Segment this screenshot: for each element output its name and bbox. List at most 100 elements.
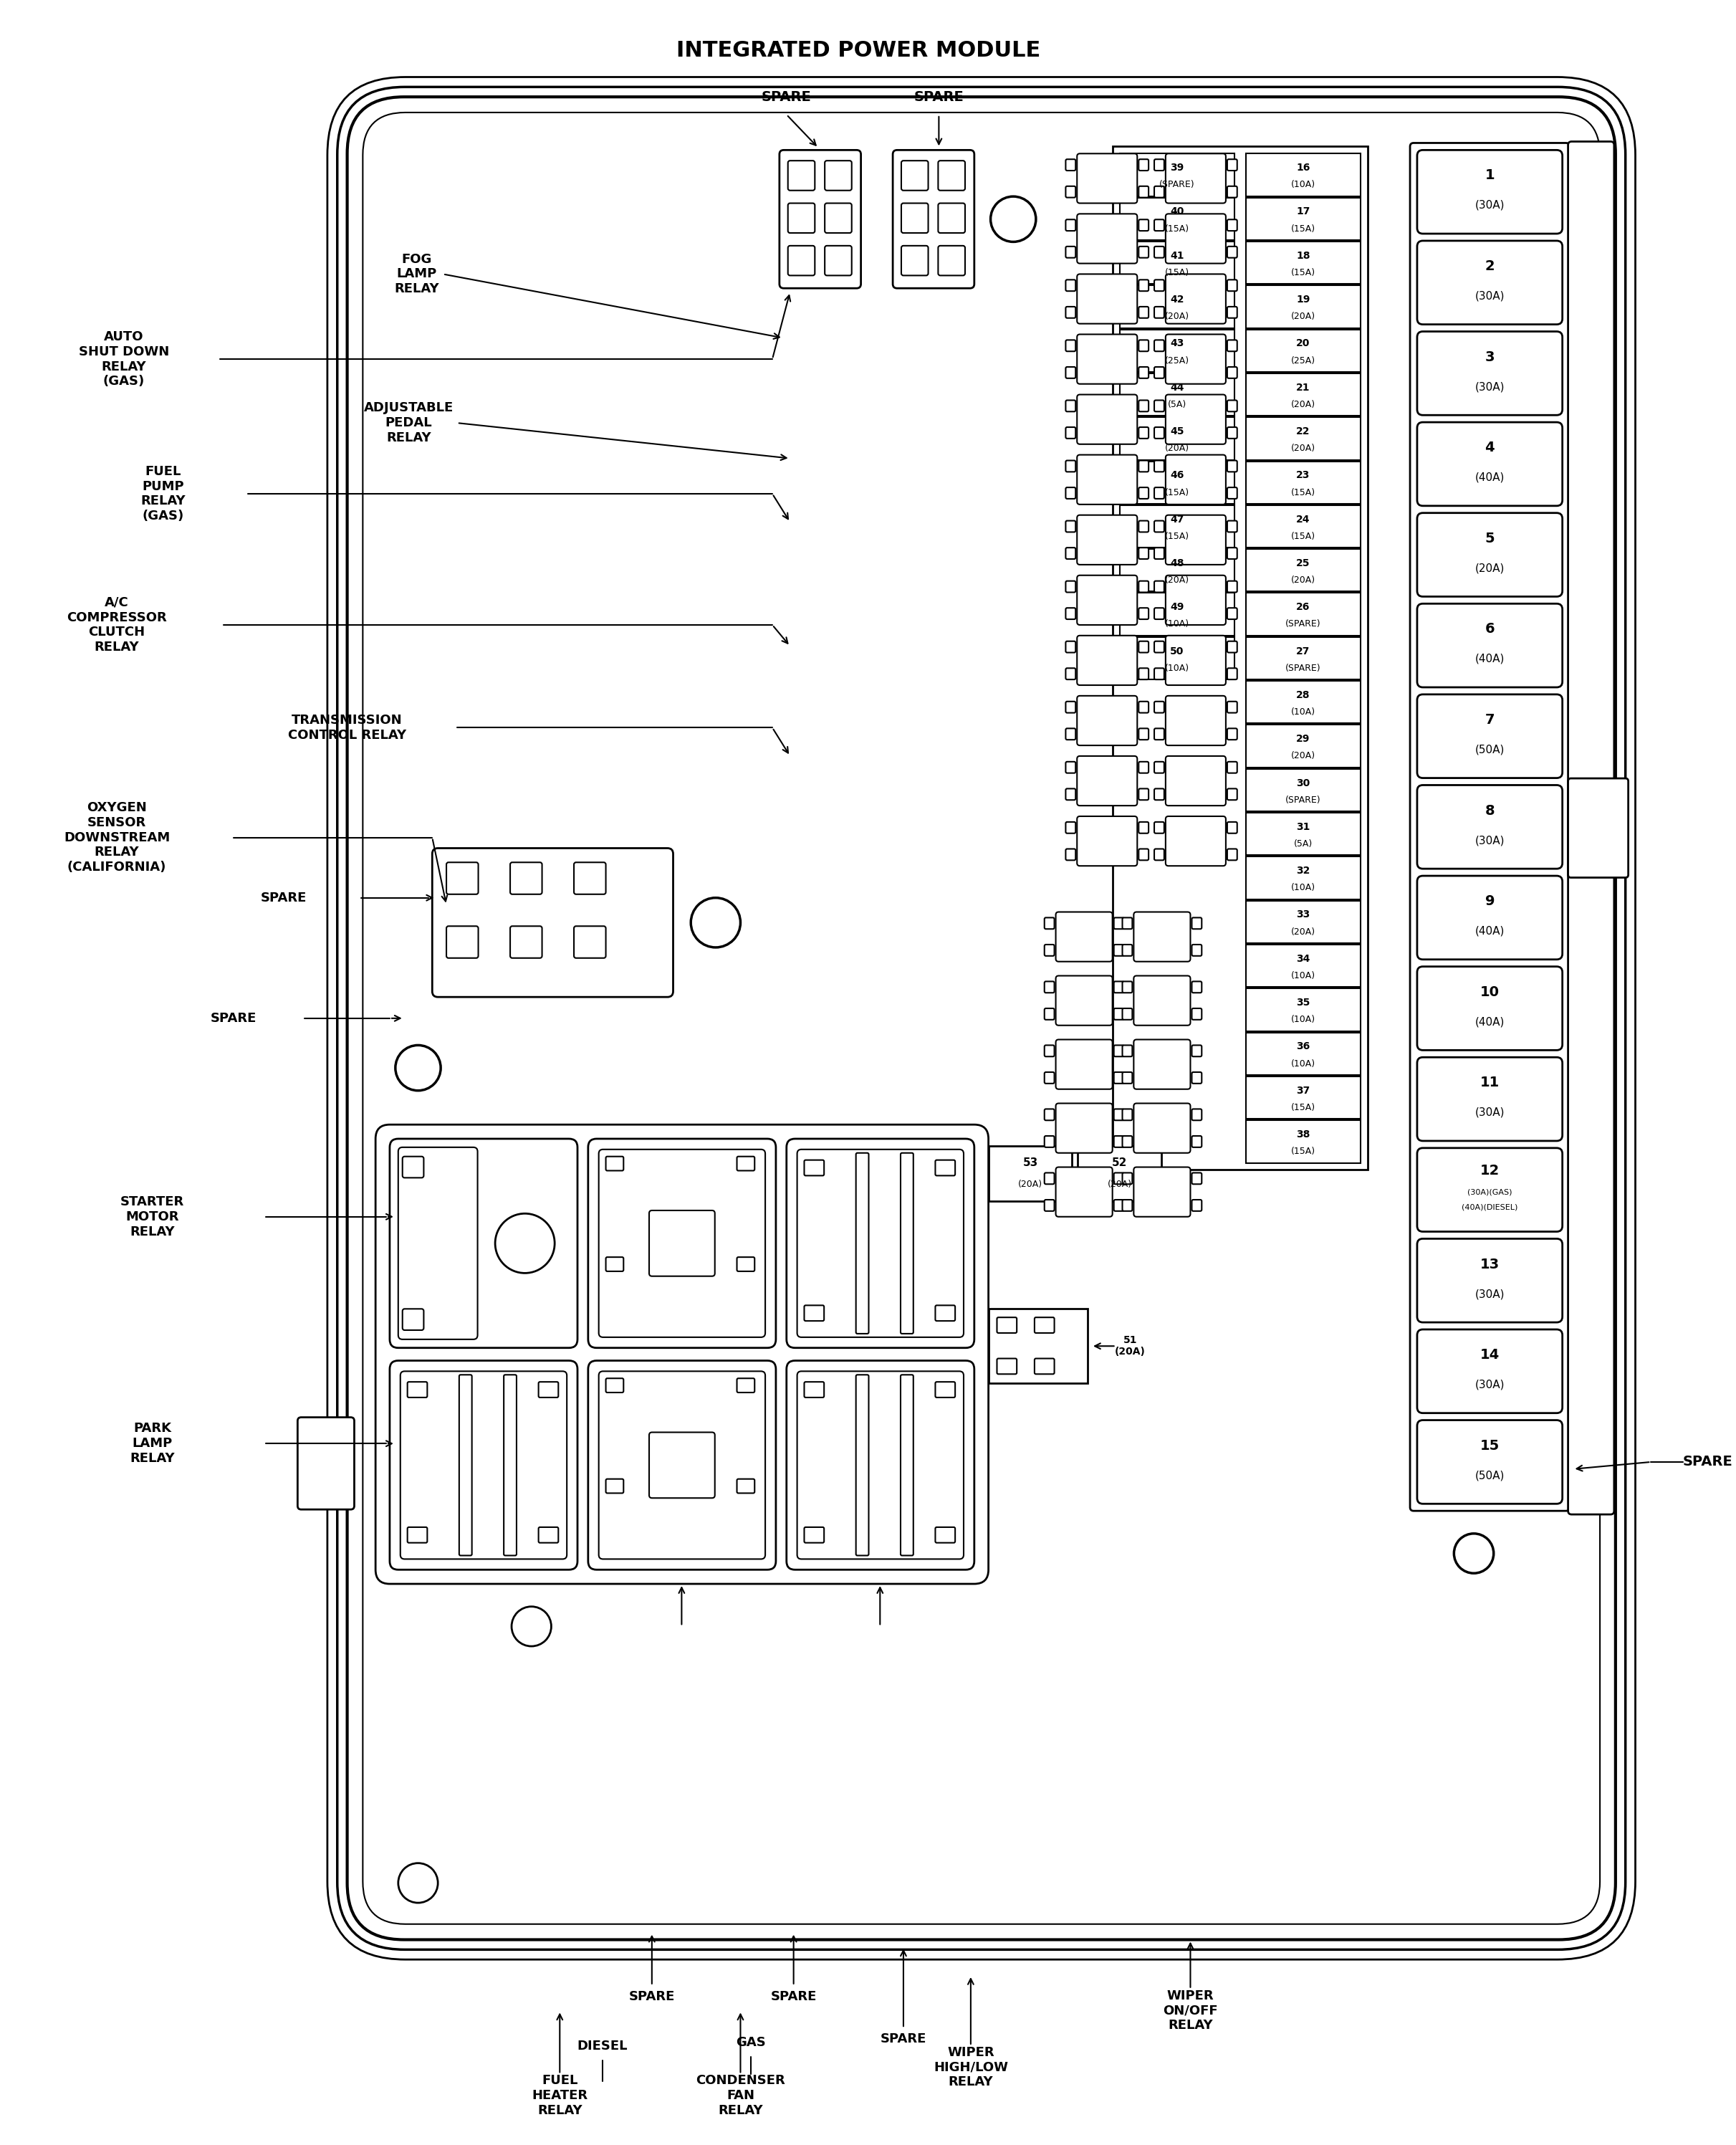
Text: 38: 38 xyxy=(1297,1130,1311,1139)
FancyBboxPatch shape xyxy=(1227,822,1238,832)
Text: 28: 28 xyxy=(1297,691,1311,699)
FancyBboxPatch shape xyxy=(297,1418,354,1510)
Text: (20A): (20A) xyxy=(1292,927,1316,937)
FancyBboxPatch shape xyxy=(1227,279,1238,292)
Bar xyxy=(1246,680,1361,723)
FancyBboxPatch shape xyxy=(856,1375,868,1555)
Bar xyxy=(1120,592,1234,635)
Text: 12: 12 xyxy=(1481,1165,1500,1178)
Text: 22: 22 xyxy=(1297,427,1311,435)
Text: (15A): (15A) xyxy=(1165,487,1189,498)
FancyBboxPatch shape xyxy=(1139,307,1149,317)
Bar xyxy=(1120,504,1234,547)
FancyBboxPatch shape xyxy=(936,1160,955,1175)
Text: (20A): (20A) xyxy=(1165,311,1189,322)
Text: 13: 13 xyxy=(1481,1257,1500,1272)
Text: (10A): (10A) xyxy=(1165,620,1189,628)
FancyBboxPatch shape xyxy=(1123,1072,1132,1083)
FancyBboxPatch shape xyxy=(538,1527,559,1542)
Text: 40: 40 xyxy=(1170,206,1184,217)
FancyBboxPatch shape xyxy=(1139,341,1149,352)
Bar xyxy=(1246,1077,1361,1120)
FancyBboxPatch shape xyxy=(1066,279,1076,292)
FancyBboxPatch shape xyxy=(1165,817,1226,867)
FancyBboxPatch shape xyxy=(1139,367,1149,378)
FancyBboxPatch shape xyxy=(936,1381,955,1399)
Text: 37: 37 xyxy=(1297,1085,1311,1096)
Text: 23: 23 xyxy=(1297,470,1311,480)
FancyBboxPatch shape xyxy=(1076,335,1137,384)
Bar xyxy=(1246,989,1361,1032)
Text: PARK
LAMP
RELAY: PARK LAMP RELAY xyxy=(130,1422,175,1465)
Text: 19: 19 xyxy=(1297,294,1311,305)
FancyBboxPatch shape xyxy=(649,1433,715,1497)
FancyBboxPatch shape xyxy=(403,1308,424,1330)
Bar xyxy=(1246,242,1361,283)
FancyBboxPatch shape xyxy=(1154,849,1165,860)
FancyBboxPatch shape xyxy=(786,1139,974,1347)
FancyBboxPatch shape xyxy=(1139,729,1149,740)
FancyBboxPatch shape xyxy=(1055,912,1113,961)
FancyBboxPatch shape xyxy=(1154,279,1165,292)
Text: 5: 5 xyxy=(1484,532,1495,545)
FancyBboxPatch shape xyxy=(1045,1109,1054,1120)
FancyBboxPatch shape xyxy=(1227,521,1238,532)
FancyBboxPatch shape xyxy=(1227,461,1238,472)
FancyBboxPatch shape xyxy=(1227,159,1238,172)
FancyBboxPatch shape xyxy=(804,1160,825,1175)
FancyBboxPatch shape xyxy=(1154,187,1165,197)
Text: 44: 44 xyxy=(1170,382,1184,393)
FancyBboxPatch shape xyxy=(1045,1137,1054,1148)
FancyBboxPatch shape xyxy=(1227,701,1238,712)
FancyBboxPatch shape xyxy=(1115,918,1123,929)
Text: WIPER
HIGH/LOW
RELAY: WIPER HIGH/LOW RELAY xyxy=(934,2046,1009,2089)
FancyBboxPatch shape xyxy=(936,1527,955,1542)
Text: 4: 4 xyxy=(1484,442,1495,455)
Text: (5A): (5A) xyxy=(1293,839,1312,849)
FancyBboxPatch shape xyxy=(1417,1238,1562,1321)
Bar xyxy=(1120,197,1234,240)
FancyBboxPatch shape xyxy=(1115,1045,1123,1057)
FancyBboxPatch shape xyxy=(797,1150,963,1336)
Bar xyxy=(1120,285,1234,328)
FancyBboxPatch shape xyxy=(1154,307,1165,317)
Text: SPARE: SPARE xyxy=(1682,1454,1733,1469)
FancyBboxPatch shape xyxy=(1154,822,1165,832)
FancyBboxPatch shape xyxy=(1066,521,1076,532)
FancyBboxPatch shape xyxy=(1227,607,1238,620)
Text: (25A): (25A) xyxy=(1165,356,1189,365)
FancyBboxPatch shape xyxy=(1568,779,1628,877)
FancyBboxPatch shape xyxy=(1165,515,1226,564)
FancyBboxPatch shape xyxy=(1165,335,1226,384)
Text: 42: 42 xyxy=(1170,294,1184,305)
FancyBboxPatch shape xyxy=(1076,817,1137,867)
FancyBboxPatch shape xyxy=(1066,667,1076,680)
FancyBboxPatch shape xyxy=(1417,240,1562,324)
Text: (40A): (40A) xyxy=(1476,1017,1505,1027)
Bar xyxy=(988,1308,1088,1384)
FancyBboxPatch shape xyxy=(1139,761,1149,772)
Text: (SPARE): (SPARE) xyxy=(1160,180,1194,189)
Text: (20A): (20A) xyxy=(1292,751,1316,761)
FancyBboxPatch shape xyxy=(1115,1072,1123,1083)
Text: (15A): (15A) xyxy=(1292,223,1316,234)
FancyBboxPatch shape xyxy=(1417,1330,1562,1414)
Bar xyxy=(1246,901,1361,944)
FancyBboxPatch shape xyxy=(1154,701,1165,712)
Text: SPARE: SPARE xyxy=(771,1991,816,2003)
FancyBboxPatch shape xyxy=(1417,1148,1562,1231)
Bar xyxy=(1246,549,1361,592)
FancyBboxPatch shape xyxy=(892,150,974,287)
FancyBboxPatch shape xyxy=(1154,159,1165,172)
FancyBboxPatch shape xyxy=(1045,1072,1054,1083)
FancyBboxPatch shape xyxy=(825,247,852,275)
Bar xyxy=(1246,856,1361,899)
Text: (10A): (10A) xyxy=(1292,1060,1316,1068)
Text: 34: 34 xyxy=(1297,955,1311,963)
Text: 46: 46 xyxy=(1170,470,1184,480)
FancyBboxPatch shape xyxy=(1134,912,1191,961)
Text: (10A): (10A) xyxy=(1292,884,1316,892)
FancyBboxPatch shape xyxy=(1139,822,1149,832)
FancyBboxPatch shape xyxy=(1115,982,1123,993)
FancyBboxPatch shape xyxy=(1045,1008,1054,1019)
